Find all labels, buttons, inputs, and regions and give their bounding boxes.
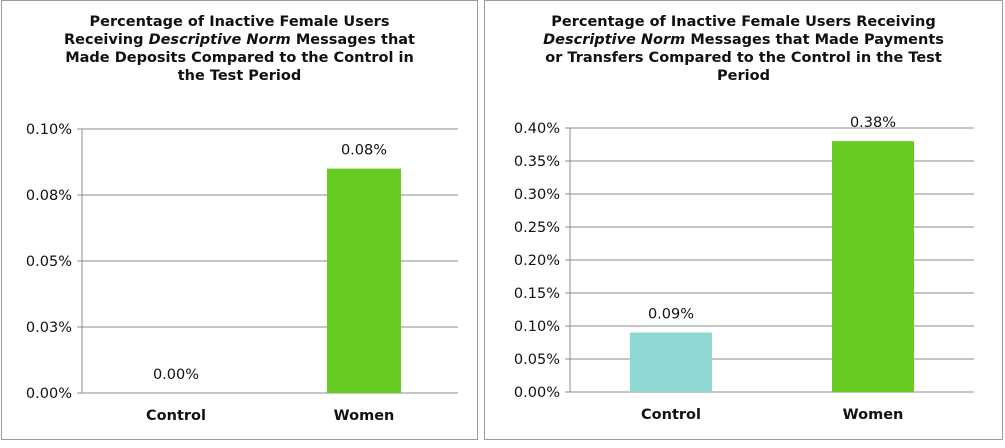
- data-label: 0.09%: [648, 307, 694, 323]
- x-tick-label: Women: [334, 408, 395, 424]
- chart-title-line: the Test Period: [2, 67, 477, 85]
- chart-plot: 0.00% 0.05% 0.10% 0.15% 0.20% 0.25% 0.30% 0.35%…: [514, 115, 974, 423]
- y-tick-label: 0.15%: [514, 286, 560, 302]
- y-tick-label: 0.08%: [26, 188, 72, 204]
- x-tick-label: Control: [641, 407, 701, 423]
- y-tick-label: 0.40%: [514, 121, 560, 137]
- y-tick-label: 0.05%: [26, 254, 72, 270]
- x-tick-label: Control: [146, 408, 206, 424]
- chart-title-line: Period: [485, 67, 1002, 85]
- bar: [630, 332, 712, 392]
- chart-title-emphasis: Descriptive Norm: [148, 32, 291, 48]
- chart-title-line: Percentage of Inactive Female Users: [2, 13, 477, 31]
- chart-title: Percentage of Inactive Female Users Recei…: [2, 13, 477, 85]
- y-tick-label: 0.00%: [26, 386, 72, 402]
- data-label: 0.38%: [850, 115, 896, 131]
- data-label: 0.08%: [341, 143, 387, 159]
- bar: [832, 141, 914, 392]
- chart-panel-payments: Percentage of Inactive Female Users Rece…: [484, 0, 1003, 440]
- y-tick-label: 0.05%: [514, 352, 560, 368]
- chart-title-emphasis: Descriptive Norm: [543, 32, 686, 48]
- y-tick-label: 0.20%: [514, 253, 560, 269]
- chart-title-text: Messages that: [290, 32, 415, 48]
- bar: [327, 168, 401, 393]
- chart-title-text: Receiving: [63, 32, 149, 48]
- chart-title-line: or Transfers Compared to the Control in …: [485, 49, 1002, 67]
- chart-title-text: Messages that Made Payments: [685, 32, 944, 48]
- y-tick-label: 0.30%: [514, 187, 560, 203]
- chart-plot: 0.00% 0.03% 0.05% 0.08% 0.10% 0.00% Control 0.0…: [26, 122, 458, 424]
- y-tick-label: 0.03%: [26, 320, 72, 336]
- chart-title-line: Percentage of Inactive Female Users Rece…: [485, 13, 1002, 31]
- chart-title-text: Percentage of Inactive Female Users: [89, 14, 390, 30]
- data-label: 0.00%: [153, 367, 199, 383]
- y-tick-label: 0.35%: [514, 154, 560, 170]
- chart-title-line: Receiving Descriptive Norm Messages that: [2, 31, 477, 49]
- chart-panel-deposits: Percentage of Inactive Female Users Recei…: [1, 0, 478, 440]
- chart-title-line: Made Deposits Compared to the Control in: [2, 49, 477, 67]
- y-tick-label: 0.25%: [514, 220, 560, 236]
- y-tick-label: 0.10%: [514, 319, 560, 335]
- chart-title-text: Percentage of Inactive Female Users Rece…: [551, 14, 936, 30]
- y-tick-label: 0.10%: [26, 122, 72, 138]
- chart-title-line: Descriptive Norm Messages that Made Paym…: [485, 31, 1002, 49]
- chart-title-text: or Transfers Compared to the Control in …: [545, 50, 942, 66]
- x-tick-label: Women: [843, 407, 904, 423]
- y-tick-label: 0.00%: [514, 385, 560, 401]
- chart-title-text: the Test Period: [177, 68, 302, 84]
- chart-title-text: Made Deposits Compared to the Control in: [65, 50, 414, 66]
- chart-title-text: Period: [717, 68, 770, 84]
- chart-title: Percentage of Inactive Female Users Rece…: [485, 13, 1002, 85]
